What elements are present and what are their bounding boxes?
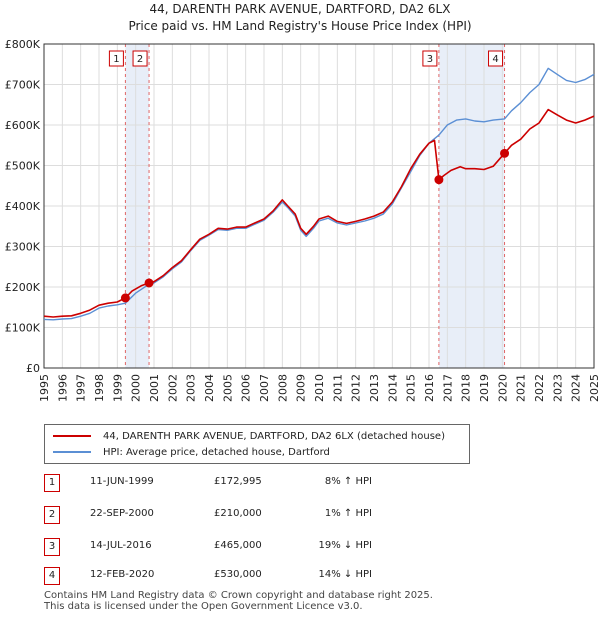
sale-row: 4 12-FEB-2020 £530,000 14% ↓ HPI [44,567,404,587]
x-tick-label: 1996 [56,374,69,402]
sale-number-badge: 2 [44,506,60,524]
y-tick-label: £600K [5,119,41,132]
footer-attribution: Contains HM Land Registry data © Crown c… [44,590,433,612]
hpi-series-line [43,67,595,321]
legend: 44, DARENTH PARK AVENUE, DARTFORD, DA2 6… [44,424,470,464]
y-tick-label: £700K [5,79,41,92]
y-tick-label: £100K [5,322,41,335]
sale-date: 12-FEB-2020 [90,569,155,580]
sale-number-label: 1 [113,54,119,65]
sale-price: £530,000 [214,569,262,580]
x-tick-label: 1999 [111,374,124,402]
sale-hpi-diff: 14% ↓ HPI [318,569,372,580]
sale-point [500,148,510,158]
sale-point [434,175,444,185]
sale-number-label: 2 [137,54,143,65]
x-tick-label: 2003 [185,374,198,402]
sale-number-box [488,50,504,67]
x-tick-label: 2017 [441,374,454,402]
sale-row: 2 22-SEP-2000 £210,000 1% ↑ HPI [44,506,404,526]
sale-number-box [132,50,148,67]
x-tick-label: 2016 [423,374,436,402]
sale-hpi-diff: 8% ↑ HPI [324,476,372,487]
legend-item-property: 44, DARENTH PARK AVENUE, DARTFORD, DA2 6… [53,428,445,444]
y-tick-label: £500K [5,160,41,173]
x-tick-label: 2014 [386,374,399,402]
y-tick-label: £0 [26,362,40,375]
footer-line-1: Contains HM Land Registry data © Crown c… [44,590,433,601]
sale-price: £465,000 [214,540,262,551]
sale-number-box [108,50,124,67]
x-tick-label: 2005 [221,374,234,402]
sale-point [144,278,154,288]
sale-number-label: 4 [492,54,498,65]
sale-price: £172,995 [214,476,262,487]
x-tick-label: 2008 [276,374,289,402]
sale-number-badge: 4 [44,567,60,585]
property-series-line [43,108,595,318]
x-tick-label: 2018 [460,374,473,402]
x-tick-label: 2020 [496,374,509,402]
sale-date: 22-SEP-2000 [90,508,154,519]
x-tick-label: 2023 [551,374,564,402]
sale-point [120,293,130,303]
x-tick-label: 2007 [258,374,271,402]
x-tick-label: 1995 [38,374,51,402]
sale-number-badge: 3 [44,538,60,556]
sale-number-box [422,50,438,67]
x-tick-label: 1997 [75,374,88,402]
chart-title: 44, DARENTH PARK AVENUE, DARTFORD, DA2 6… [149,2,451,16]
x-tick-label: 2022 [533,374,546,402]
x-tick-label: 2025 [588,374,600,402]
x-tick-label: 2009 [295,374,308,402]
price-chart: £0 £100K £200K £300K £400K £500K £600K £700K £80… [5,38,600,402]
sale-number-badge: 1 [44,474,60,492]
legend-swatch-property [53,435,91,437]
sale-date: 11-JUN-1999 [90,476,154,487]
x-tick-label: 2024 [570,374,583,402]
x-tick-label: 2002 [166,374,179,402]
x-tick-label: 2006 [240,374,253,402]
x-tick-label: 1998 [93,374,106,402]
chart-subtitle: Price paid vs. HM Land Registry's House … [128,19,472,33]
x-tick-label: 2010 [313,374,326,402]
x-tick-label: 2000 [130,374,143,402]
y-tick-label: £400K [5,200,41,213]
x-tick-label: 2021 [515,374,528,402]
sale-hpi-diff: 1% ↑ HPI [324,508,372,519]
sale-row: 3 14-JUL-2016 £465,000 19% ↓ HPI [44,538,404,558]
y-tick-label: £800K [5,38,41,51]
sale-number-label: 3 [427,54,433,65]
x-tick-label: 2019 [478,374,491,402]
y-tick-label: £200K [5,281,41,294]
x-tick-label: 2012 [350,374,363,402]
x-tick-label: 2013 [368,374,381,402]
sale-hpi-diff: 19% ↓ HPI [318,540,372,551]
x-tick-label: 2015 [405,374,418,402]
x-tick-label: 2001 [148,374,161,402]
legend-label-property: 44, DARENTH PARK AVENUE, DARTFORD, DA2 6… [103,430,445,442]
x-tick-label: 2004 [203,374,216,402]
footer-line-2: This data is licensed under the Open Gov… [44,601,363,612]
x-tick-label: 2011 [331,374,344,402]
sale-price: £210,000 [214,508,262,519]
legend-item-hpi: HPI: Average price, detached house, Dart… [53,444,330,460]
legend-swatch-hpi [53,451,91,453]
sale-date: 14-JUL-2016 [90,540,152,551]
sale-row: 1 11-JUN-1999 £172,995 8% ↑ HPI [44,474,404,494]
legend-label-hpi: HPI: Average price, detached house, Dart… [103,446,330,458]
y-tick-label: £300K [5,241,41,254]
plot-area [43,43,595,369]
